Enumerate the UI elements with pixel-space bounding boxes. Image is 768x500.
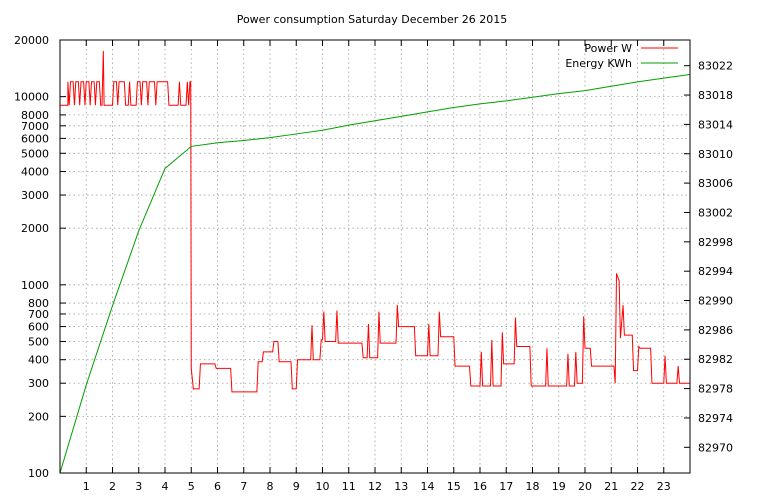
- y-left-tick-label: 600: [28, 321, 49, 334]
- x-tick-label: 10: [316, 480, 330, 493]
- x-tick-label: 16: [473, 480, 487, 493]
- y-right-tick-label: 82982: [698, 353, 733, 366]
- y-left-tick-label: 1000: [21, 279, 49, 292]
- y-left-tick-label: 800: [28, 297, 49, 310]
- x-tick-label: 23: [657, 480, 671, 493]
- y-left-tick-label: 500: [28, 335, 49, 348]
- series: [59, 50, 691, 474]
- axis-ticks: [60, 39, 690, 474]
- y-right-tick-label: 83006: [698, 177, 733, 190]
- x-tick-label: 19: [552, 480, 566, 493]
- y-right-tick-label: 83022: [698, 60, 733, 73]
- y-right-tick-label: 82974: [698, 412, 733, 425]
- plot-frame: [59, 39, 691, 474]
- y-left-tick-label: 100: [28, 467, 49, 480]
- y-left-tick-label: 8000: [21, 109, 49, 122]
- y-left-tick-label: 10000: [14, 91, 49, 104]
- y-left-tick-label: 700: [28, 308, 49, 321]
- y-left-tick-label: 7000: [21, 120, 49, 133]
- x-tick-label: 15: [447, 480, 461, 493]
- y-axis-right-labels: 82970 82974 82978 82982 82986 82990 82994 82998…: [698, 60, 733, 455]
- grid: [60, 40, 690, 473]
- y-left-tick-label: 3000: [21, 189, 49, 202]
- x-tick-label: 5: [188, 480, 195, 493]
- legend: Power W Energy KWh: [565, 42, 678, 70]
- x-tick-label: 3: [135, 480, 142, 493]
- y-right-tick-label: 83002: [698, 206, 733, 219]
- y-right-tick-label: 82978: [698, 383, 733, 396]
- y-right-tick-label: 82970: [698, 441, 733, 454]
- x-tick-label: 13: [394, 480, 408, 493]
- x-tick-label: 4: [162, 480, 169, 493]
- x-tick-label: 9: [293, 480, 300, 493]
- energy-kwh-line: [59, 73, 691, 474]
- x-tick-label: 12: [368, 480, 382, 493]
- y-left-tick-label: 20000: [14, 34, 49, 47]
- y-right-tick-label: 83014: [698, 118, 733, 131]
- x-tick-label: 22: [631, 480, 645, 493]
- legend-label: Energy KWh: [565, 57, 632, 70]
- x-tick-label: 18: [526, 480, 540, 493]
- x-tick-label: 8: [267, 480, 274, 493]
- power-w-line: [60, 50, 690, 393]
- y-right-tick-label: 82986: [698, 324, 733, 337]
- y-left-tick-label: 4000: [21, 166, 49, 179]
- y-right-tick-label: 83010: [698, 148, 733, 161]
- y-left-tick-label: 300: [28, 377, 49, 390]
- y-left-tick-label: 5000: [21, 147, 49, 160]
- y-right-tick-label: 83018: [698, 89, 733, 102]
- x-tick-label: 21: [604, 480, 618, 493]
- x-tick-label: 14: [421, 480, 435, 493]
- x-tick-label: 2: [109, 480, 116, 493]
- x-tick-label: 11: [342, 480, 356, 493]
- x-tick-label: 7: [240, 480, 247, 493]
- y-left-tick-label: 6000: [21, 132, 49, 145]
- x-tick-label: 1: [83, 480, 90, 493]
- x-axis-labels: 1 2 3 4 5 6 7 8 9 10 11 12 13 14 15 16 17 18 19 20 21 22 23: [83, 480, 671, 493]
- y-right-tick-label: 82990: [698, 295, 733, 308]
- y-right-tick-label: 82994: [698, 265, 733, 278]
- x-tick-label: 6: [214, 480, 221, 493]
- y-left-tick-label: 400: [28, 354, 49, 367]
- x-tick-label: 20: [578, 480, 592, 493]
- y-right-tick-label: 82998: [698, 236, 733, 249]
- y-left-tick-label: 2000: [21, 222, 49, 235]
- chart-title: Power consumption Saturday December 26 2…: [237, 13, 508, 26]
- x-tick-label: 17: [499, 480, 513, 493]
- legend-label: Power W: [584, 42, 632, 55]
- y-left-tick-label: 200: [28, 410, 49, 423]
